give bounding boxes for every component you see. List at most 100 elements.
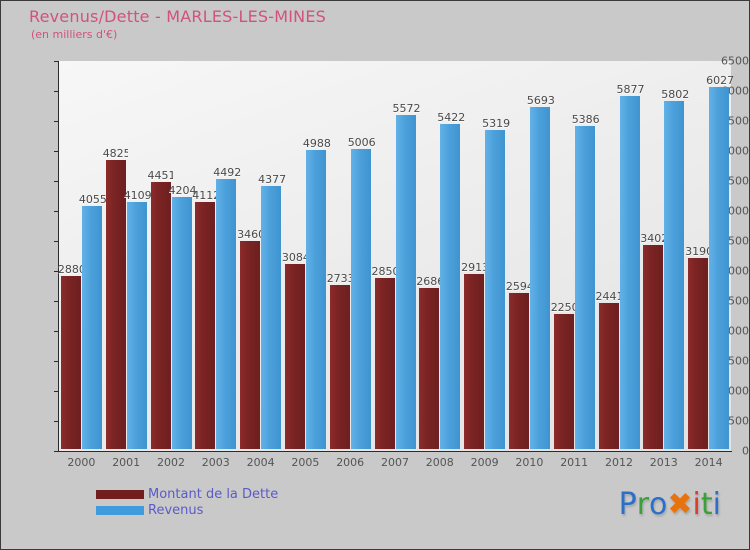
- logo-letter: ✖: [667, 487, 693, 522]
- bar-revenus-2013[interactable]: [664, 100, 685, 449]
- bar-value-label: 4451: [147, 168, 173, 182]
- bar-value-label: 2733: [326, 272, 352, 286]
- bar-value-label: 2686: [416, 274, 441, 288]
- x-tick-label: 2012: [605, 456, 633, 469]
- y-tick-mark: [54, 361, 59, 362]
- proxiti-logo: Pro✖iti: [619, 487, 721, 522]
- x-tick-label: 2010: [515, 456, 544, 469]
- logo-letter: i: [712, 487, 721, 522]
- x-tick-label: 2007: [381, 456, 409, 469]
- legend-swatch-dette: [96, 489, 144, 499]
- chart-legend: Montant de la Dette Revenus: [96, 486, 278, 518]
- bar-montant-de-la-dette-2007[interactable]: [374, 278, 395, 449]
- bar-revenus-2000[interactable]: [81, 205, 102, 449]
- bar-revenus-2003[interactable]: [216, 179, 237, 449]
- bar-revenus-2001[interactable]: [126, 202, 147, 449]
- legend-item-revenus[interactable]: Revenus: [96, 502, 278, 518]
- x-tick-label: 2009: [470, 456, 499, 469]
- y-tick-mark: [54, 61, 59, 62]
- bar-value-label: 5319: [482, 116, 511, 130]
- page-title: Revenus/Dette - MARLES-LES-MINES: [29, 7, 326, 26]
- bar-value-label: 4825: [102, 146, 128, 160]
- bar-value-label: 3460: [237, 228, 262, 242]
- bar-revenus-2007[interactable]: [395, 114, 416, 449]
- bar-value-label: 4492: [213, 166, 242, 180]
- legend-label: Revenus: [148, 502, 204, 518]
- bar-value-label: 3190: [685, 244, 710, 258]
- bar-montant-de-la-dette-2008[interactable]: [419, 287, 440, 449]
- y-tick-mark: [54, 91, 59, 92]
- bar-value-label: 2250: [550, 301, 576, 314]
- logo-letter: o: [649, 487, 668, 522]
- y-tick-mark: [54, 211, 59, 212]
- x-tick-label: 2008: [425, 456, 454, 469]
- bar-revenus-2014[interactable]: [709, 87, 730, 449]
- bar-montant-de-la-dette-2014[interactable]: [688, 257, 709, 449]
- bar-value-label: 2850: [371, 265, 397, 278]
- y-tick-mark: [54, 331, 59, 332]
- bar-value-label: 2913: [461, 261, 486, 275]
- bar-montant-de-la-dette-2001[interactable]: [105, 159, 126, 449]
- logo-letter: i: [692, 487, 701, 522]
- bar-revenus-2010[interactable]: [529, 107, 550, 449]
- logo-letter: P: [618, 487, 637, 522]
- legend-swatch-revenus: [96, 505, 144, 515]
- bar-value-label: 4112: [192, 189, 217, 203]
- x-tick-label: 2003: [201, 456, 230, 469]
- bar-value-label: 2594: [505, 280, 531, 294]
- bar-value-label: 4377: [258, 173, 287, 187]
- bar-montant-de-la-dette-2002[interactable]: [150, 181, 171, 449]
- bar-revenus-2005[interactable]: [305, 149, 326, 449]
- y-tick-mark: [54, 451, 59, 452]
- y-tick-mark: [54, 271, 59, 272]
- legend-item-dette[interactable]: Montant de la Dette: [96, 486, 278, 502]
- y-tick-mark: [54, 181, 59, 182]
- plot-area: [59, 61, 731, 451]
- x-tick-label: 2013: [649, 456, 678, 469]
- bar-revenus-2009[interactable]: [485, 129, 506, 449]
- y-tick-mark: [54, 151, 59, 152]
- bar-value-label: 2441: [595, 289, 621, 303]
- bar-montant-de-la-dette-2005[interactable]: [284, 263, 305, 449]
- y-tick-mark: [54, 391, 59, 392]
- legend-label: Montant de la Dette: [148, 486, 279, 502]
- x-tick-label: 2014: [694, 456, 723, 469]
- bar-montant-de-la-dette-2011[interactable]: [553, 314, 574, 449]
- y-tick-mark: [54, 421, 59, 422]
- bar-revenus-2002[interactable]: [171, 196, 192, 449]
- x-tick-label: 2000: [67, 456, 96, 469]
- bar-montant-de-la-dette-2013[interactable]: [643, 244, 664, 449]
- bar-value-label: 5693: [526, 94, 555, 108]
- y-tick-mark: [54, 301, 59, 302]
- bar-value-label: 4055: [78, 192, 107, 206]
- logo-letter: r: [636, 487, 650, 522]
- bar-montant-de-la-dette-2003[interactable]: [195, 202, 216, 449]
- bar-revenus-2012[interactable]: [619, 96, 640, 449]
- bar-value-label: 5802: [661, 87, 690, 101]
- bar-revenus-2008[interactable]: [440, 123, 461, 449]
- bar-value-label: 4988: [302, 136, 331, 150]
- bar-value-label: 2880: [57, 263, 83, 277]
- bar-montant-de-la-dette-2000[interactable]: [60, 276, 81, 449]
- y-tick-mark: [54, 121, 59, 122]
- x-tick-label: 2006: [336, 456, 365, 469]
- bar-montant-de-la-dette-2006[interactable]: [329, 285, 350, 449]
- bar-montant-de-la-dette-2010[interactable]: [508, 293, 529, 449]
- bar-revenus-2004[interactable]: [261, 186, 282, 449]
- bar-revenus-2006[interactable]: [350, 148, 371, 449]
- bar-value-label: 6027: [706, 74, 735, 88]
- bar-value-label: 5006: [347, 135, 376, 149]
- bar-revenus-2011[interactable]: [574, 125, 595, 449]
- x-axis-line: [58, 451, 732, 452]
- bar-montant-de-la-dette-2004[interactable]: [240, 241, 261, 449]
- x-tick-label: 2004: [246, 456, 275, 469]
- bar-value-label: 4204: [168, 183, 197, 197]
- y-tick-mark: [54, 241, 59, 242]
- bar-montant-de-la-dette-2012[interactable]: [598, 302, 619, 449]
- chart-subtitle: (en milliers d'€): [31, 28, 118, 41]
- bar-value-label: 5422: [437, 110, 466, 124]
- bar-value-label: 5386: [571, 112, 600, 126]
- bar-montant-de-la-dette-2009[interactable]: [464, 274, 485, 449]
